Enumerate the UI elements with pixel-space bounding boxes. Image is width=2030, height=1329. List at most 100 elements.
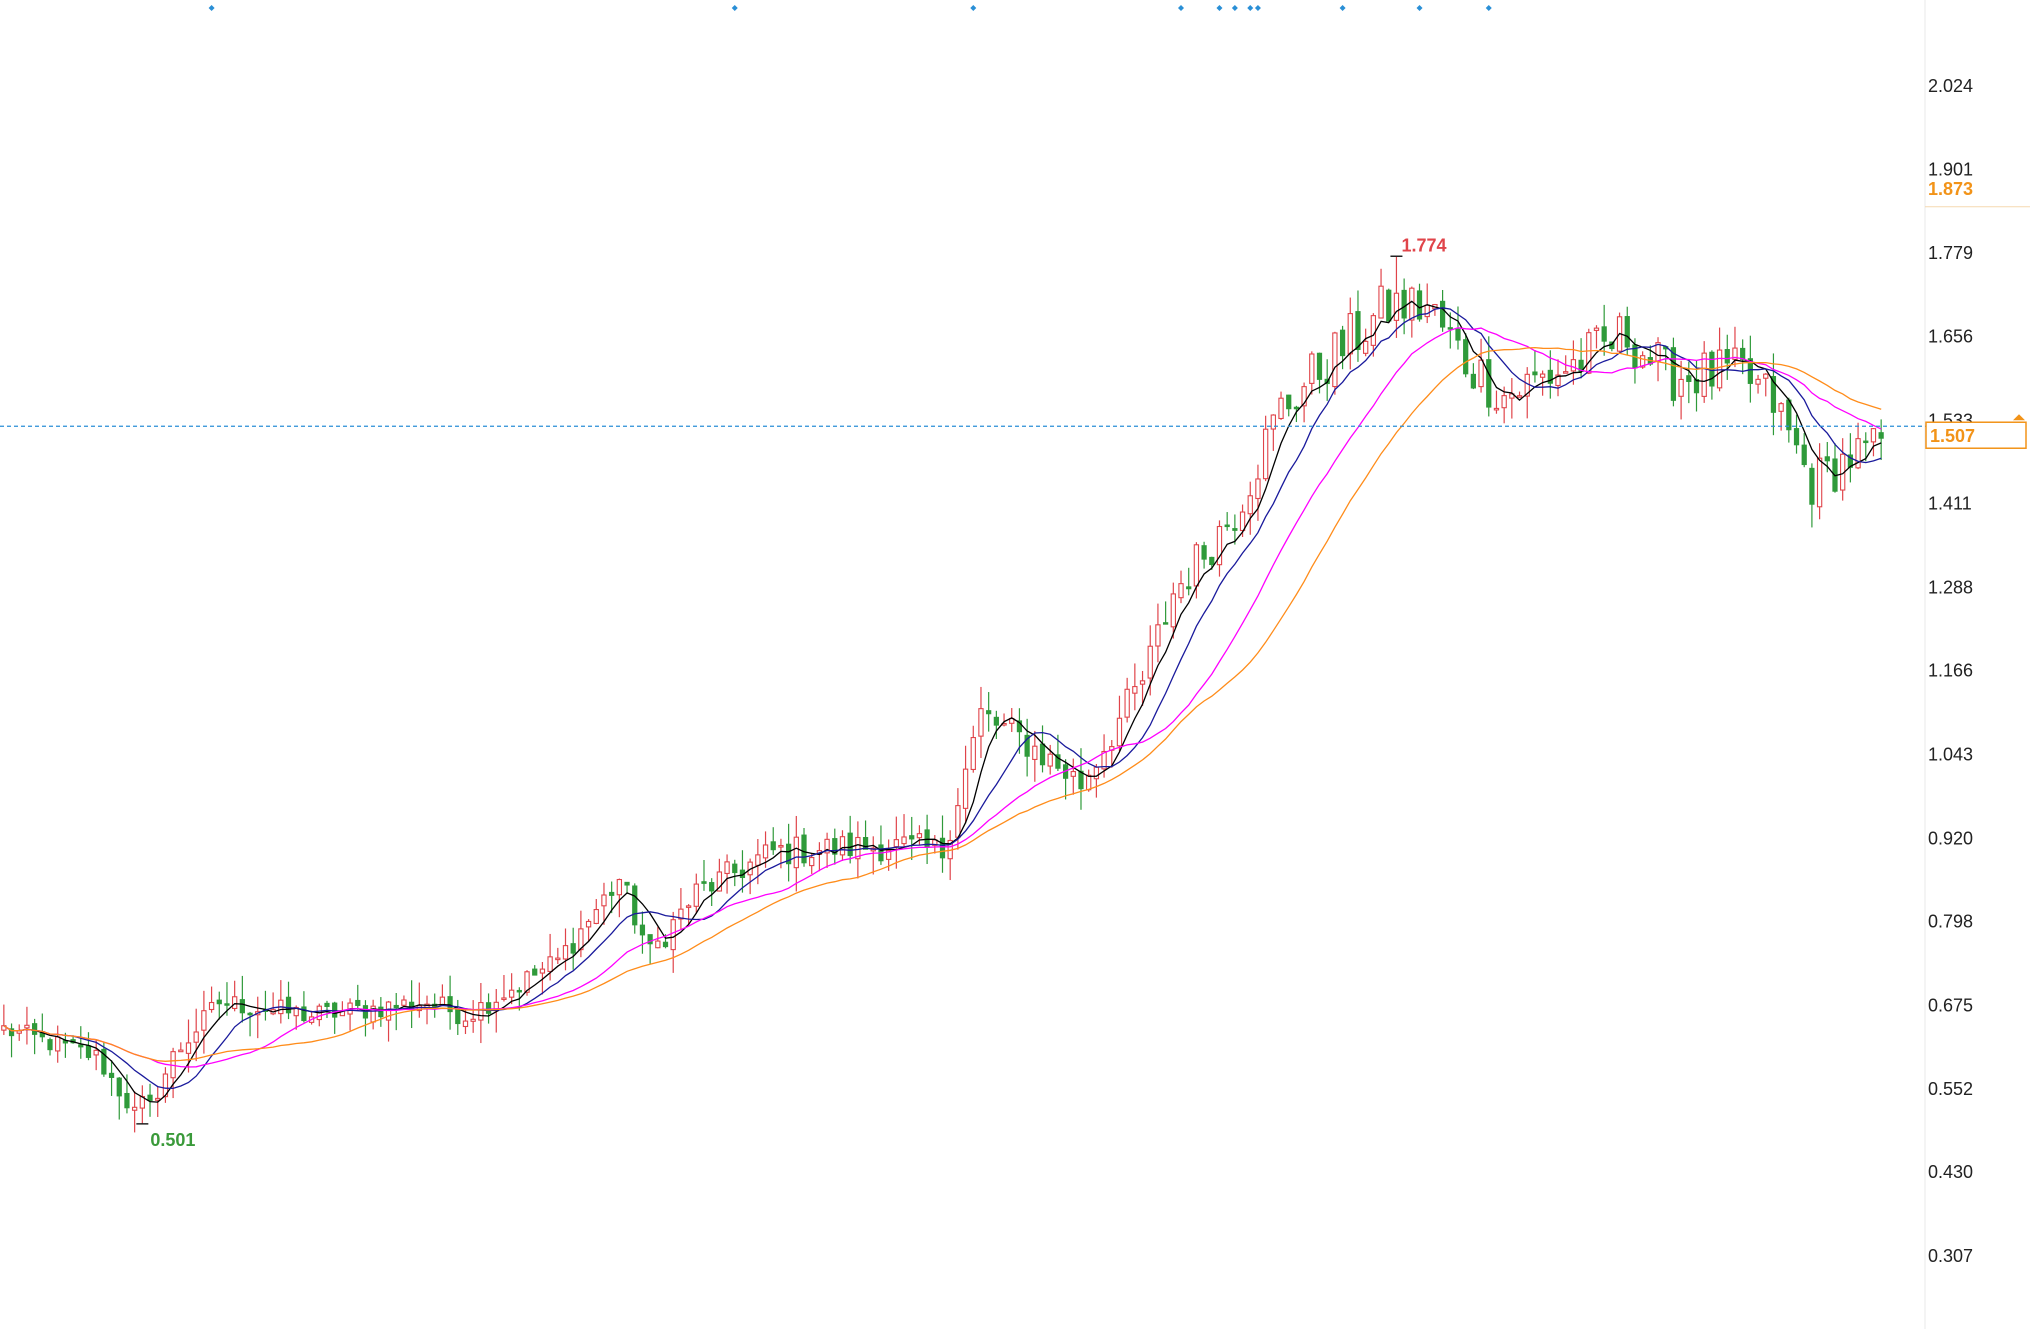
y-axis: 0.307 0.430 0.552 0.675 0.798 0.920 1.043 1.166…: [1925, 76, 2030, 1266]
candle: [1316, 352, 1323, 394]
candle: [1716, 327, 1723, 392]
y-tick-label: 1.779: [1928, 243, 1973, 263]
candle: [901, 814, 907, 847]
candle: [1378, 268, 1384, 319]
candle: [1355, 290, 1361, 362]
event-marker[interactable]: [208, 5, 215, 11]
candle: [609, 881, 615, 914]
candle: [1170, 582, 1176, 639]
y-tick-label: 1.043: [1928, 744, 1973, 764]
candle: [247, 1011, 253, 1037]
candle: [786, 823, 792, 882]
candle: [78, 1026, 84, 1059]
candle: [478, 982, 484, 1044]
candle: [231, 980, 238, 1012]
y-tick-label: 2.024: [1928, 76, 1973, 96]
candle: [1878, 419, 1884, 461]
candle: [193, 1008, 199, 1062]
candle: [1555, 359, 1561, 397]
current-price-arrow-icon[interactable]: [2013, 414, 2025, 421]
candle: [378, 997, 384, 1027]
candle: [732, 859, 738, 887]
y-tick-label: 0.307: [1928, 1246, 1973, 1266]
ma-line-20: [3, 327, 1882, 1068]
event-marker[interactable]: [970, 5, 977, 11]
candle: [1493, 390, 1500, 414]
candle: [1139, 670, 1146, 706]
y-tick-label: 0.675: [1928, 995, 1973, 1015]
candle: [724, 854, 730, 894]
candle: [685, 904, 692, 925]
candle: [1232, 514, 1238, 545]
candle: [1032, 730, 1038, 782]
event-marker[interactable]: [1485, 5, 1492, 11]
event-marker[interactable]: [1178, 5, 1185, 11]
y-tick-label: 1.166: [1928, 661, 1973, 681]
candle: [616, 878, 623, 918]
candle: [1309, 351, 1315, 395]
event-marker[interactable]: [1254, 5, 1261, 11]
y-tick-label: 1.656: [1928, 327, 1973, 347]
candle: [801, 828, 807, 867]
candle: [24, 1006, 30, 1045]
candle: [1793, 414, 1800, 454]
candle: [131, 1091, 138, 1133]
event-marker[interactable]: [1247, 5, 1254, 11]
candle: [1593, 325, 1600, 349]
candle: [1293, 405, 1300, 423]
y-tick-label: 0.920: [1928, 828, 1973, 848]
candle: [693, 873, 699, 914]
event-marker[interactable]: [731, 5, 738, 11]
y-tick-label: 1.288: [1928, 577, 1973, 597]
marker-price-label: 1.873: [1928, 179, 1973, 199]
candle: [1870, 427, 1877, 457]
candle: [1816, 443, 1823, 520]
candle: [1755, 374, 1761, 394]
candle: [355, 984, 361, 1011]
candle: [1155, 603, 1161, 663]
candle: [1216, 520, 1223, 577]
candle: [655, 926, 661, 949]
event-marker[interactable]: [1216, 5, 1223, 11]
candle: [116, 1077, 122, 1120]
candle: [1070, 758, 1076, 795]
candle: [709, 878, 715, 907]
candle: [162, 1067, 169, 1103]
candle: [401, 995, 407, 1007]
candle: [647, 934, 653, 964]
candle: [216, 991, 222, 1020]
candle: [1809, 463, 1815, 528]
candle: [393, 992, 399, 1031]
candle: [916, 825, 923, 845]
candle: [293, 1005, 299, 1030]
candle: [1678, 360, 1684, 420]
candle: [1255, 464, 1261, 521]
candle: [793, 815, 799, 892]
event-marker[interactable]: [1416, 5, 1423, 11]
candle: [1224, 512, 1230, 531]
candle: [1247, 481, 1253, 535]
candle: [332, 1001, 338, 1034]
candle: [1286, 394, 1292, 417]
candle: [324, 1000, 330, 1019]
current-price-tag: [1925, 421, 2027, 449]
candle: [1532, 350, 1538, 383]
candle: [1186, 567, 1192, 596]
candle: [1463, 333, 1469, 378]
candle: [301, 991, 307, 1023]
candle: [701, 859, 707, 891]
candle: [670, 911, 676, 973]
candle: [1332, 331, 1338, 395]
candle: [178, 1042, 184, 1053]
event-marker[interactable]: [1231, 5, 1238, 11]
event-marker[interactable]: [1339, 5, 1346, 11]
candle: [1863, 432, 1869, 462]
candle: [1416, 283, 1423, 322]
candle: [470, 1000, 476, 1033]
candle: [1386, 288, 1392, 323]
candle: [1570, 340, 1577, 385]
candle: [770, 827, 776, 855]
candle: [585, 919, 592, 942]
candle: [501, 975, 507, 1002]
